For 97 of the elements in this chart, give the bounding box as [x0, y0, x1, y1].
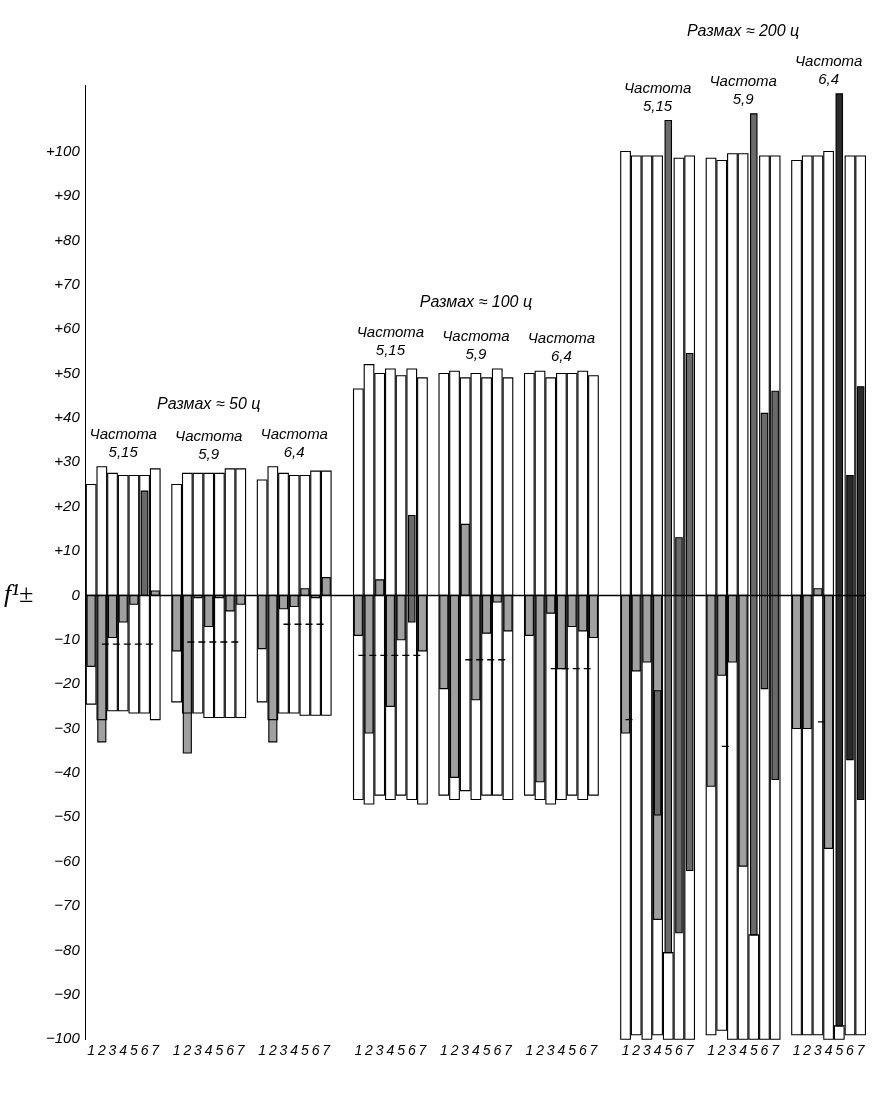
x-tick-label: 5: [300, 1042, 309, 1059]
x-tick-label: 5: [664, 1042, 673, 1059]
x-tick-label: 1: [439, 1042, 448, 1059]
x-tick-label: 6: [493, 1042, 502, 1059]
y-tick-label: +30: [54, 452, 81, 470]
y-tick-label: −10: [54, 629, 81, 647]
x-tick-label: 4: [471, 1042, 480, 1059]
x-tick-label: 5: [129, 1042, 138, 1059]
x-tick-label: 1: [172, 1042, 181, 1059]
x-tick-label: 7: [685, 1042, 695, 1059]
y-tick-label: −70: [54, 896, 81, 914]
x-tick-label: 7: [589, 1042, 599, 1059]
y-tick-label: −50: [54, 807, 81, 825]
annotation: Частота 6,4: [260, 424, 328, 460]
x-tick-label: 2: [364, 1042, 374, 1059]
x-tick-label: 7: [856, 1042, 866, 1059]
x-tick-label: 3: [643, 1042, 651, 1059]
x-tick-label: 1: [87, 1042, 96, 1059]
y-tick-label: −80: [54, 940, 81, 958]
x-tick-label: 6: [407, 1042, 416, 1059]
annotation: Частота 6,4: [794, 51, 863, 87]
annotation: Размах ≈ 100 ц: [419, 292, 533, 310]
y-tick-label: +20: [54, 496, 81, 514]
x-tick-label: 7: [504, 1042, 514, 1059]
x-tick-label: 5: [482, 1042, 491, 1059]
y-tick-label: −60: [54, 851, 81, 869]
y-tick-label: +80: [54, 230, 81, 248]
x-tick-label: 2: [182, 1042, 192, 1059]
y-tick-label: +70: [54, 274, 81, 292]
text: Размах ≈ 200 ц: [686, 21, 800, 39]
x-tick-label: 1: [792, 1042, 801, 1059]
x-tick-label: 7: [322, 1042, 332, 1059]
x-tick-label: 6: [311, 1042, 320, 1059]
x-tick-label: 7: [418, 1042, 428, 1059]
x-tick-label: 4: [653, 1042, 662, 1059]
x-tick-label: 3: [461, 1042, 470, 1059]
x-tick-label: 3: [375, 1042, 384, 1059]
x-tick-label: 2: [449, 1042, 459, 1059]
x-tick-label: 1: [707, 1042, 715, 1059]
x-tick-label: 7: [151, 1042, 161, 1059]
y-tick-label: 0: [71, 585, 81, 603]
y-tick-label: −100: [45, 1029, 81, 1047]
y-tick-label: +40: [54, 408, 81, 426]
annotation: Частота 5,15: [623, 78, 692, 114]
y-tick-label: −40: [54, 763, 81, 781]
x-tick-label: 4: [557, 1042, 566, 1059]
x-tick-label: 4: [119, 1042, 128, 1059]
annotation: Частота 5,9: [442, 327, 510, 363]
x-tick-label: 4: [739, 1042, 748, 1059]
x-tick-label: 1: [354, 1042, 363, 1059]
x-tick-label: 3: [546, 1042, 555, 1059]
x-tick-label: 4: [824, 1042, 833, 1059]
x-tick-label: 7: [771, 1042, 781, 1059]
x-tick-label: 5: [215, 1042, 224, 1059]
x-tick-label: 3: [728, 1042, 737, 1059]
x-tick-label: 7: [236, 1042, 246, 1059]
x-tick-label: 4: [204, 1042, 213, 1059]
x-tick-label: 6: [675, 1042, 684, 1059]
x-tick-label: 4: [290, 1042, 299, 1059]
annotation: Частота 6,4: [527, 329, 596, 365]
x-tick-label: 5: [397, 1042, 406, 1059]
x-tick-label: 2: [802, 1042, 812, 1059]
y-tick-label: +90: [54, 186, 81, 204]
y-axis-title: f¹±: [4, 579, 34, 609]
annotation: Частота 5,9: [709, 71, 777, 107]
y-tick-label: +50: [54, 363, 81, 381]
x-tick-label: 2: [535, 1042, 545, 1059]
x-tick-label: 5: [749, 1042, 758, 1059]
annotation: Частота 5,9: [175, 426, 243, 462]
x-tick-label: 1: [621, 1042, 630, 1059]
x-tick-label: 1: [258, 1042, 267, 1059]
x-tick-label: 6: [140, 1042, 149, 1059]
x-tick-label: 6: [226, 1042, 235, 1059]
x-tick-label: 1: [525, 1042, 534, 1059]
x-tick-label: 3: [194, 1042, 203, 1059]
x-tick-label: 2: [631, 1042, 641, 1059]
x-tick-label: 3: [108, 1042, 117, 1059]
x-tick-label: 2: [96, 1042, 106, 1059]
x-tick-label: 4: [386, 1042, 395, 1059]
y-tick-label: +100: [45, 141, 81, 159]
x-tick-label: 2: [716, 1042, 726, 1059]
x-tick-label: 3: [279, 1042, 288, 1059]
x-tick-label: 5: [568, 1042, 577, 1059]
x-tick-label: 2: [267, 1042, 277, 1059]
y-tick-label: +10: [54, 541, 81, 559]
y-tick-label: −90: [54, 984, 81, 1002]
annotation: Размах ≈ 50 ц: [156, 394, 261, 412]
x-tick-label: 6: [846, 1042, 855, 1059]
annotation: Частота 5,15: [89, 424, 157, 460]
x-tick-label: 6: [578, 1042, 587, 1059]
x-tick-label: 3: [814, 1042, 823, 1059]
y-tick-label: +60: [54, 319, 81, 337]
x-tick-label: 5: [835, 1042, 844, 1059]
x-tick-label: 6: [760, 1042, 769, 1059]
annotation: Частота 5,15: [356, 322, 425, 358]
y-tick-label: −30: [54, 718, 81, 736]
y-tick-label: −20: [54, 674, 81, 692]
